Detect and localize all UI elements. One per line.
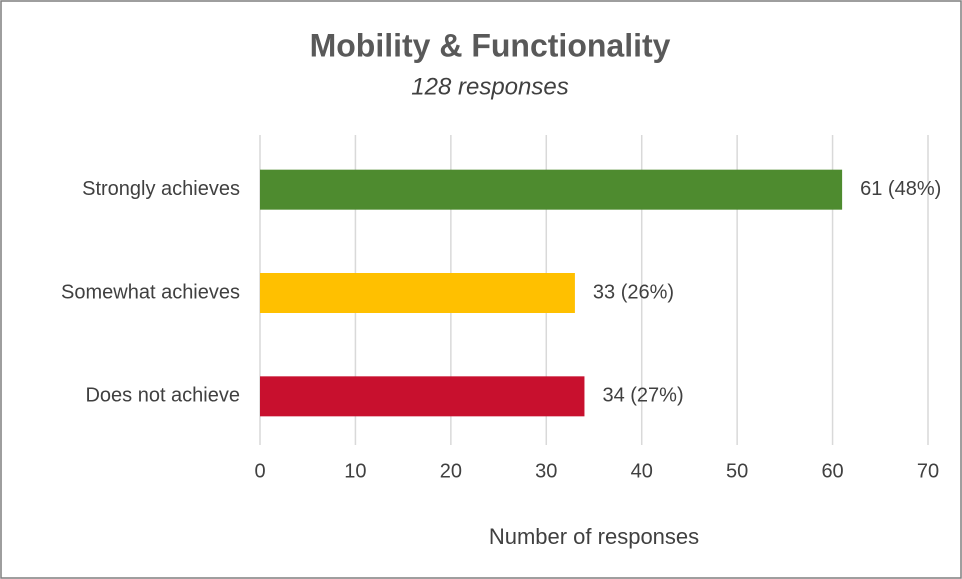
y-tick-label: Somewhat achieves <box>61 281 240 303</box>
x-tick-label: 30 <box>535 460 557 482</box>
y-tick-label: Does not achieve <box>85 385 240 407</box>
x-tick-label: 10 <box>344 460 366 482</box>
chart-title: Mobility & Functionality <box>310 27 671 63</box>
x-tick-label: 20 <box>440 460 462 482</box>
x-axis-title: Number of responses <box>489 524 699 549</box>
data-label: 34 (27%) <box>602 385 683 407</box>
x-tick-label: 60 <box>821 460 843 482</box>
bar <box>260 273 575 313</box>
x-tick-label: 50 <box>726 460 748 482</box>
x-tick-label: 0 <box>254 460 265 482</box>
data-label: 33 (26%) <box>593 281 674 303</box>
y-tick-label: Strongly achieves <box>82 178 240 200</box>
x-tick-label: 70 <box>917 460 939 482</box>
bar <box>260 169 843 210</box>
data-label: 61 (48%) <box>860 178 941 200</box>
chart-subtitle: 128 responses <box>411 73 568 100</box>
x-tick-label: 40 <box>631 460 653 482</box>
bar <box>260 376 585 417</box>
